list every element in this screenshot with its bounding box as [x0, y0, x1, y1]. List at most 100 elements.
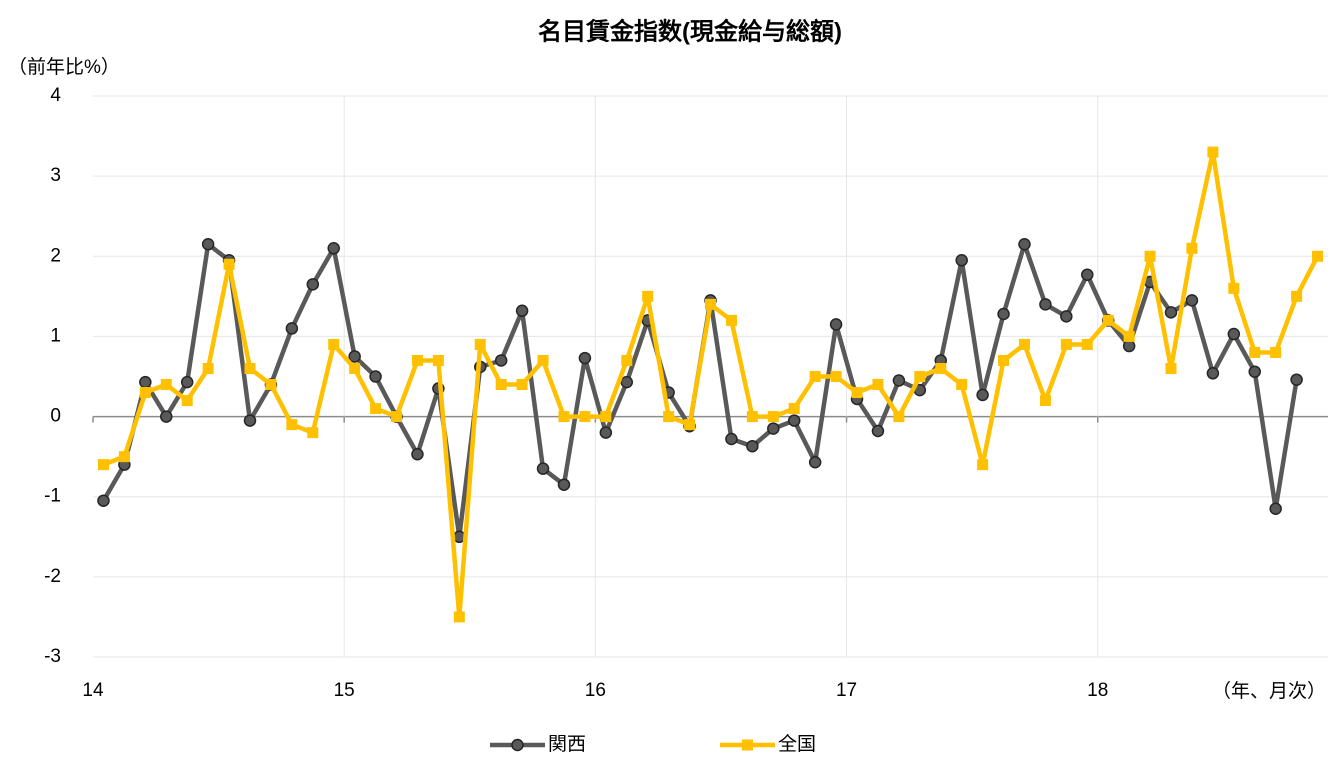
data-point — [956, 379, 968, 391]
data-point — [1122, 339, 1136, 353]
x-tick-label: 16 — [585, 680, 606, 701]
data-point — [997, 307, 1010, 321]
data-point — [1165, 362, 1177, 374]
series-line — [101, 242, 1299, 540]
data-point — [285, 322, 299, 335]
data-point — [663, 411, 675, 423]
data-point — [1269, 502, 1282, 515]
data-point — [349, 362, 361, 374]
y-tick-label: 4 — [50, 85, 61, 106]
data-point — [1081, 338, 1093, 350]
data-point — [893, 411, 905, 423]
data-point — [411, 354, 423, 366]
y-tick-label: 3 — [50, 165, 61, 186]
data-point — [1312, 250, 1324, 262]
series-line — [102, 149, 1320, 620]
data-point — [97, 459, 109, 471]
data-point — [872, 379, 884, 391]
data-point — [348, 350, 361, 363]
data-point — [579, 411, 591, 423]
data-point — [139, 387, 151, 399]
data-point — [1248, 365, 1261, 378]
data-point — [788, 403, 800, 415]
data-point — [955, 254, 968, 267]
data-point — [998, 354, 1010, 366]
data-point — [809, 371, 821, 382]
data-point — [1144, 250, 1156, 262]
legend-label: 関西 — [548, 734, 586, 755]
x-axis-label: （年、月次） — [1212, 680, 1326, 702]
data-point — [180, 375, 194, 389]
chart-title: 名目賃金指数(現金給与総額) — [538, 17, 842, 45]
data-point — [432, 354, 444, 366]
data-point — [578, 351, 592, 365]
data-point — [684, 419, 696, 431]
data-point — [557, 478, 571, 491]
x-tick-label: 14 — [82, 680, 104, 701]
data-point — [1290, 373, 1303, 386]
data-point — [1102, 314, 1114, 326]
data-point — [830, 371, 842, 382]
data-point — [767, 422, 780, 435]
data-point — [244, 362, 256, 374]
data-point — [1249, 346, 1261, 358]
data-point — [160, 379, 172, 391]
y-tick-label: 1 — [50, 325, 61, 346]
data-point — [515, 304, 529, 318]
data-point — [808, 456, 822, 469]
y-axis-label: （前年比%） — [8, 56, 120, 78]
data-point — [516, 379, 528, 391]
data-point — [705, 298, 716, 310]
data-point — [97, 494, 110, 507]
data-point — [914, 371, 926, 382]
data-point — [411, 447, 424, 461]
data-point — [829, 318, 843, 331]
data-point — [1228, 282, 1240, 294]
data-point — [851, 387, 863, 399]
data-point — [536, 462, 550, 475]
data-point — [1039, 298, 1052, 311]
data-point — [600, 411, 612, 423]
legend-marker — [511, 738, 524, 752]
data-point — [1164, 306, 1178, 319]
data-point — [202, 362, 214, 374]
data-point — [391, 411, 403, 423]
data-point — [243, 414, 257, 427]
data-point — [599, 426, 613, 439]
data-point — [1227, 327, 1241, 341]
data-point — [160, 410, 173, 423]
data-point — [620, 375, 634, 389]
data-point — [537, 354, 549, 366]
data-point — [558, 411, 570, 423]
data-point — [370, 403, 382, 415]
data-point — [787, 414, 801, 427]
data-point — [1060, 310, 1073, 323]
data-point — [495, 379, 507, 391]
data-point — [306, 278, 320, 291]
data-point — [1123, 330, 1135, 342]
data-point — [286, 419, 298, 431]
data-point — [1039, 395, 1051, 407]
data-point — [1206, 367, 1220, 380]
legend-label: 全国 — [778, 733, 816, 755]
y-tick-label: -2 — [44, 566, 61, 587]
data-point — [1081, 268, 1094, 281]
data-point — [139, 375, 152, 389]
data-point — [746, 411, 758, 423]
data-point — [328, 338, 340, 350]
data-point — [1018, 238, 1031, 251]
data-point — [767, 411, 779, 423]
data-point — [1018, 338, 1030, 350]
data-point — [935, 362, 947, 374]
data-point — [725, 432, 738, 446]
data-point — [1207, 146, 1219, 158]
y-tick-label: 2 — [50, 245, 61, 266]
data-point — [871, 424, 885, 438]
data-point — [181, 395, 193, 407]
data-point — [474, 338, 486, 350]
data-point — [118, 451, 130, 463]
data-point — [265, 379, 277, 391]
data-point — [642, 290, 654, 302]
data-point — [494, 354, 508, 367]
y-tick-label: -3 — [44, 646, 61, 667]
